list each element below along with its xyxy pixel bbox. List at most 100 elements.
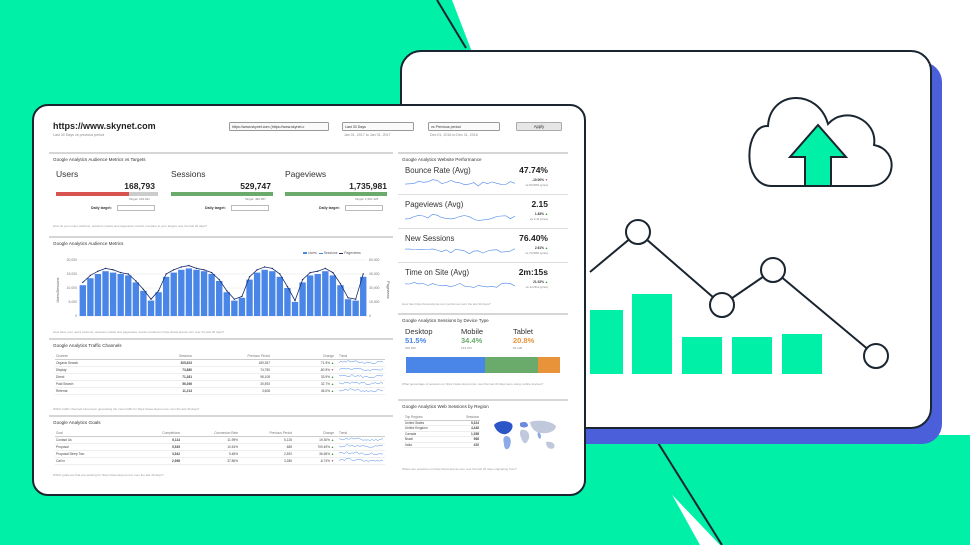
traffic-channels-title: Google Analytics Traffic Channels [53, 343, 122, 348]
region-sessions: 4,448 [451, 425, 480, 432]
daily-target-label: Daily target: [205, 206, 226, 210]
y2-tick-label: 60,000 [369, 258, 379, 262]
table-row: Contact Us 6,114 11.99% 5,125 19.30% ▲ [55, 436, 385, 444]
pageviews-point [173, 269, 175, 271]
channel-name: Organic Search [55, 359, 155, 367]
pageviews-point [157, 290, 160, 292]
perf-change: 21.02% [533, 280, 544, 284]
performance-footer: How has https://www.skynet.com performed… [402, 302, 491, 306]
perf-value: 76.40% [519, 233, 548, 243]
compare-select[interactable]: vs Previous period [428, 122, 500, 131]
pageviews-point [317, 270, 319, 272]
divider [398, 262, 568, 263]
device-share-bar [406, 357, 560, 373]
daily-target-pageviews-input[interactable] [345, 205, 383, 211]
goal-rate: 37.86% [181, 457, 239, 465]
sparkline [338, 457, 383, 462]
chart-bar [94, 274, 102, 316]
goals-panel: Google Analytics Goals Goal Completions … [49, 415, 393, 494]
sparkline [338, 387, 384, 392]
col-channel: Channel [55, 354, 155, 360]
perf-label: Pageviews (Avg) [405, 200, 464, 209]
legend-users: Users [307, 251, 317, 255]
diagonal-line-top [436, 0, 467, 49]
perf-sparkline [405, 213, 515, 221]
y2-tick-label: 45,000 [369, 272, 379, 276]
chart-bar [170, 272, 177, 316]
pageviews-point [241, 295, 243, 298]
chart-bar [306, 275, 314, 316]
audience-metrics-footer: How have your users (visitors), sessions… [53, 330, 225, 334]
site-select[interactable]: https://www.skynet.com (https://www.skyn… [229, 122, 329, 131]
chart-bar [208, 274, 215, 316]
chart-bar [216, 281, 223, 316]
goals-footer: Which goals are that are working for htt… [53, 473, 164, 477]
chart-bar [185, 268, 193, 316]
perf-label: New Sessions [405, 234, 455, 243]
apply-button[interactable]: Apply [516, 122, 562, 131]
chart-bar [117, 274, 124, 316]
pageviews-point [210, 271, 213, 274]
metric-sessions-value: 529,747 [240, 181, 271, 191]
metric-users-label: Users [56, 169, 79, 179]
pageviews-point [362, 273, 364, 275]
audience-metrics-panel: Google Analytics Audience Metrics Users … [49, 236, 393, 338]
channel-change: 45.0% [320, 388, 330, 393]
goal-change: -8.74% [319, 458, 330, 463]
goals-title: Google Analytics Goals [53, 420, 101, 425]
metric-pageviews-target: Target: 1,561,326 [355, 197, 379, 201]
legend-sessions: Sessions [323, 251, 338, 255]
divider [398, 228, 568, 229]
pageviews-point [354, 298, 357, 300]
sparkline [338, 359, 384, 364]
pageviews-point [233, 298, 236, 300]
sparkline [338, 444, 384, 447]
channel-name: Direct [55, 373, 155, 381]
chart-bar [200, 271, 208, 316]
sparkline [338, 381, 384, 385]
decor-line-graph [589, 219, 889, 369]
pageviews-point [332, 271, 334, 274]
chart-bar [193, 269, 200, 316]
region-title: Google Analytics Web Sessions by Region [402, 404, 489, 409]
pageviews-point [286, 285, 289, 288]
table-row: Call In 2,998 37.86% 3,285 -8.74% ▼ [55, 457, 385, 465]
channel-previous: 74,750 [193, 366, 271, 374]
chart-bar [155, 292, 162, 316]
channel-previous: 30,593 [193, 380, 271, 388]
pageviews-point [309, 271, 311, 274]
y-tick-label: 0 [75, 314, 77, 318]
metric-users-value: 168,793 [124, 181, 155, 191]
device-desktop-label: Desktop [405, 327, 433, 336]
daily-target-users-input[interactable] [117, 205, 155, 211]
channel-name: Paid Search [55, 380, 155, 388]
perf-value: 47.74% [519, 165, 548, 175]
table-row: Proposal 5,545 10.54% 685 709.49% ▲ [55, 443, 385, 451]
arrow-up-icon: ▲ [330, 451, 334, 456]
goal-name: Proposal [55, 443, 127, 451]
goal-name: Call In [55, 457, 127, 465]
daily-target-sessions-input[interactable] [231, 205, 269, 211]
chart-bar [147, 300, 155, 316]
period-select[interactable]: Last 30 Days [342, 122, 414, 131]
chart-bar [125, 275, 132, 316]
pageviews-point [89, 274, 92, 277]
chart-bar [109, 272, 117, 316]
world-map [494, 420, 556, 450]
channel-name: Referral [55, 387, 155, 395]
chart-bar [231, 300, 238, 316]
pageviews-point [188, 264, 190, 267]
arrow-up-icon: ▲ [544, 212, 548, 216]
col-completions: Completions [127, 431, 181, 437]
col-goal: Goal [55, 431, 127, 437]
divider [398, 194, 568, 195]
pageviews-point [301, 278, 304, 281]
metric-pageviews-value: 1,735,981 [349, 181, 387, 191]
chart-bar [344, 299, 352, 316]
device-segment-tablet [538, 357, 560, 373]
pageviews-point [82, 281, 84, 284]
performance-panel: Google Analytics Website Performance Bou… [398, 152, 568, 309]
sparkline [338, 437, 384, 441]
daily-target-label: Daily target: [319, 206, 340, 210]
sparkline [338, 367, 384, 371]
